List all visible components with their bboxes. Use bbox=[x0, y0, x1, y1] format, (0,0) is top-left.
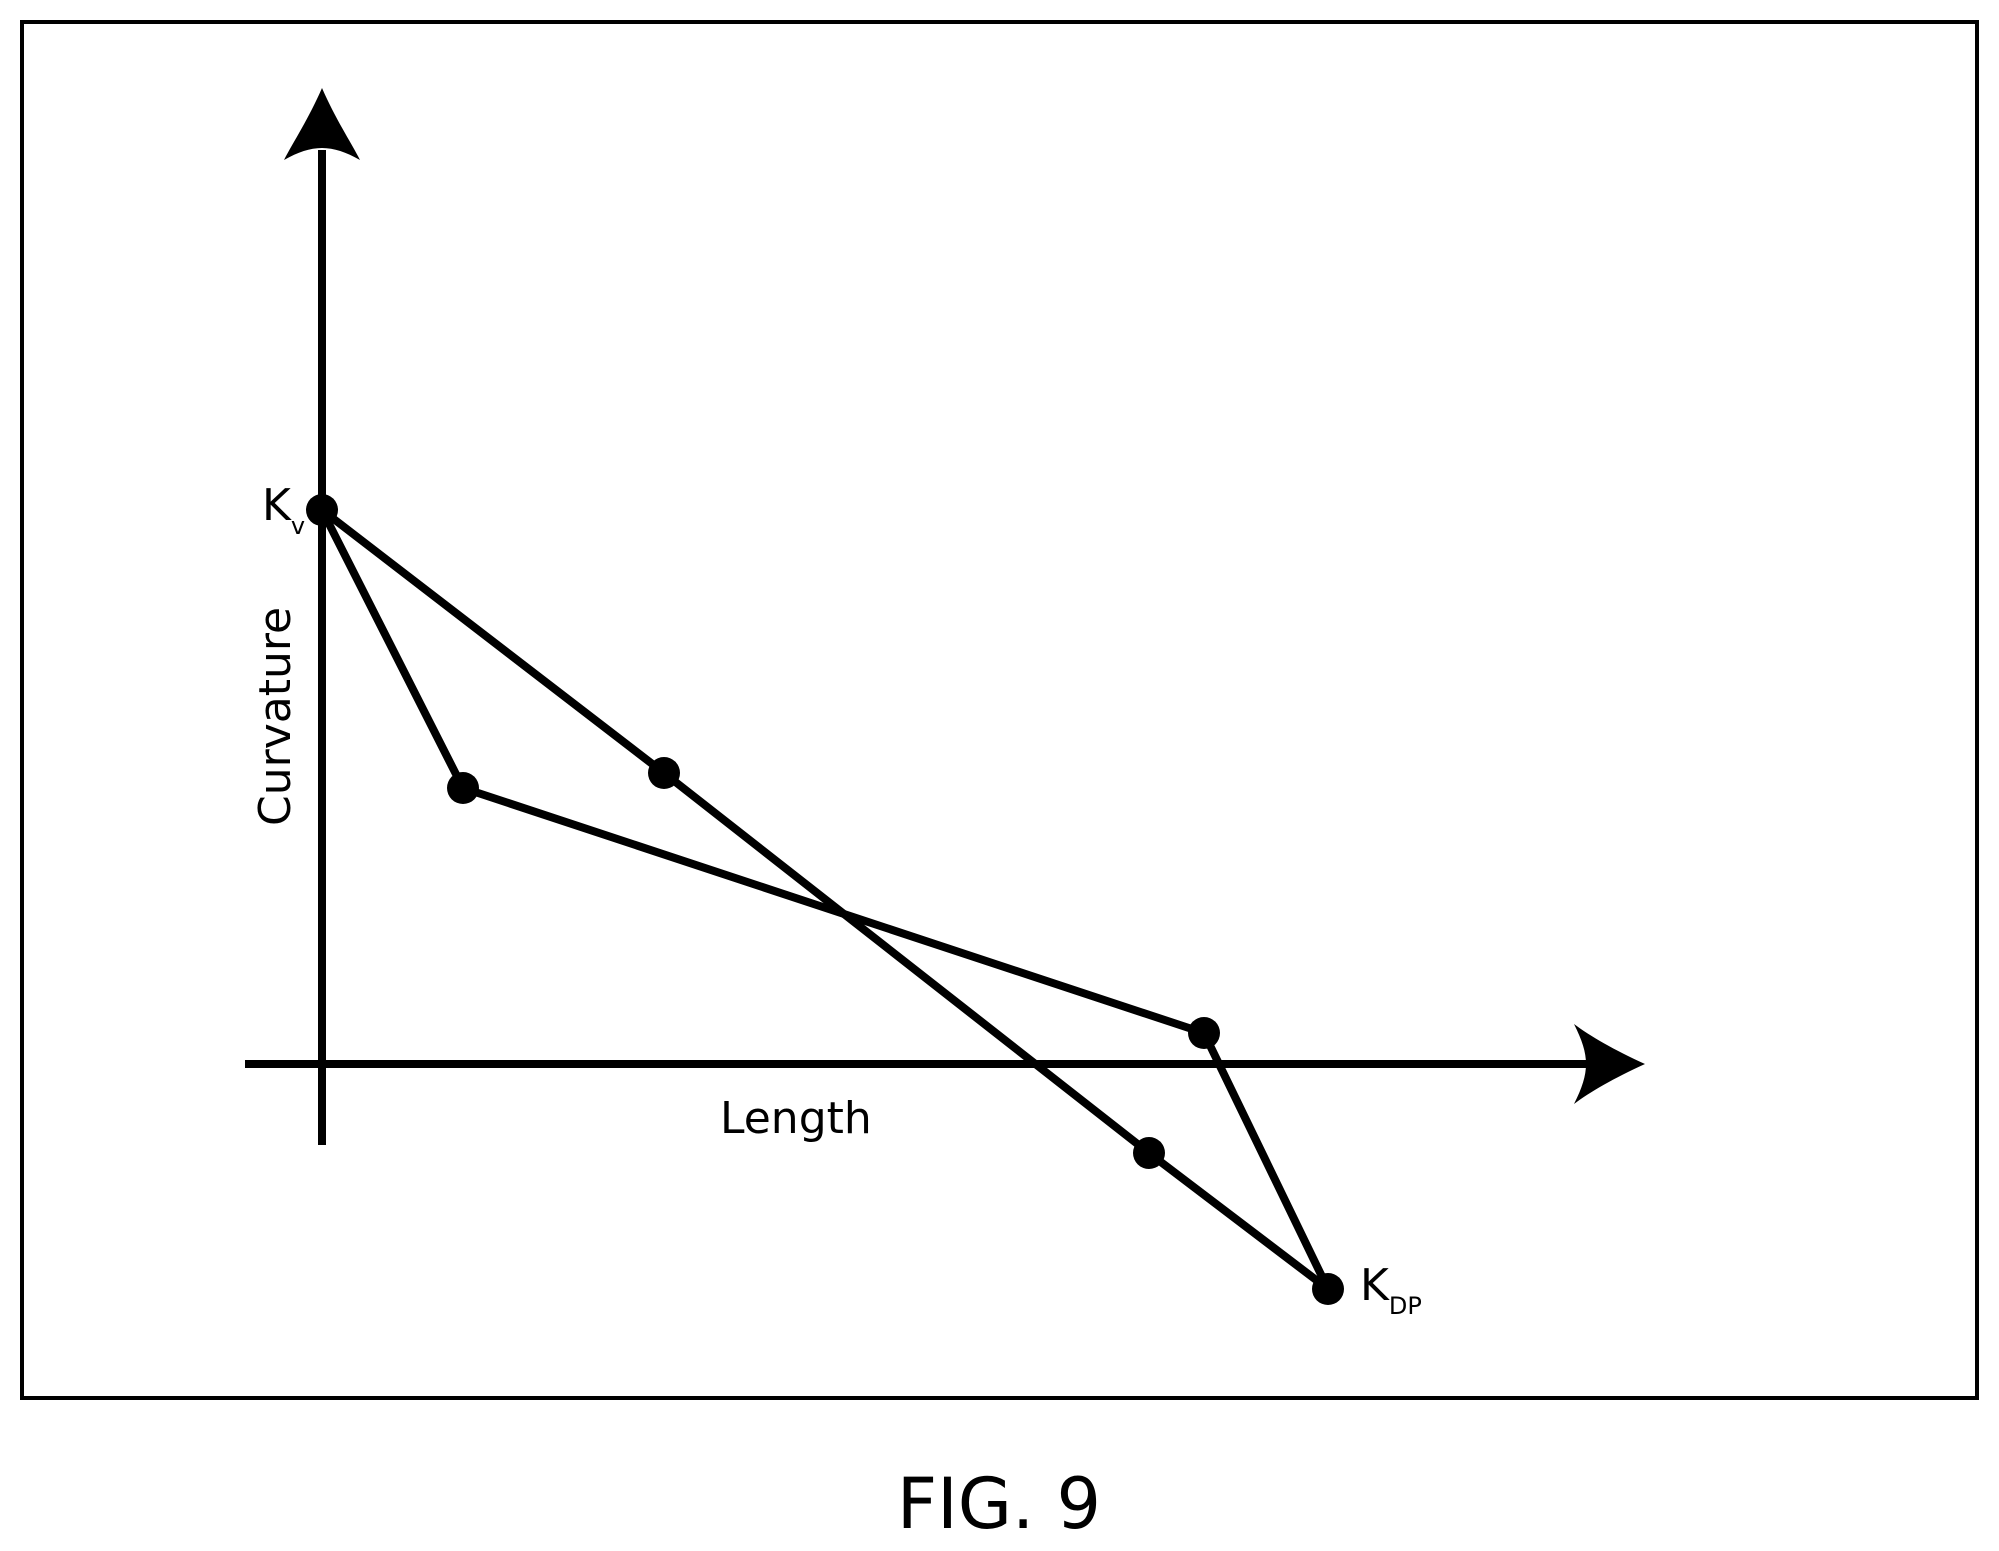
y-axis-arrowhead-icon bbox=[284, 88, 360, 160]
node-dip bbox=[447, 772, 479, 804]
y-axis bbox=[284, 88, 360, 1145]
node-kdp bbox=[1312, 1273, 1344, 1305]
y-axis-label: Curvature bbox=[250, 607, 301, 826]
label-kv-main: K bbox=[262, 480, 292, 531]
label-kdp-sub: DP bbox=[1389, 1292, 1422, 1320]
label-kdp: KDP bbox=[1360, 1260, 1422, 1320]
x-axis-label: Length bbox=[720, 1093, 872, 1144]
x-axis bbox=[245, 1024, 1645, 1104]
node-upper-right bbox=[1188, 1017, 1220, 1049]
label-kdp-main: K bbox=[1360, 1260, 1390, 1311]
figure-caption: FIG. 9 bbox=[897, 1463, 1101, 1545]
label-kv-sub: v bbox=[291, 512, 305, 540]
figure-frame bbox=[20, 20, 1979, 1400]
node-kv bbox=[306, 494, 338, 526]
node-mid bbox=[648, 757, 680, 789]
path-nodes bbox=[306, 494, 1344, 1305]
node-lower-right bbox=[1133, 1137, 1165, 1169]
path-straight bbox=[319, 506, 1331, 1293]
x-axis-arrowhead-icon bbox=[1574, 1024, 1645, 1104]
label-kv: Kv bbox=[262, 480, 305, 540]
